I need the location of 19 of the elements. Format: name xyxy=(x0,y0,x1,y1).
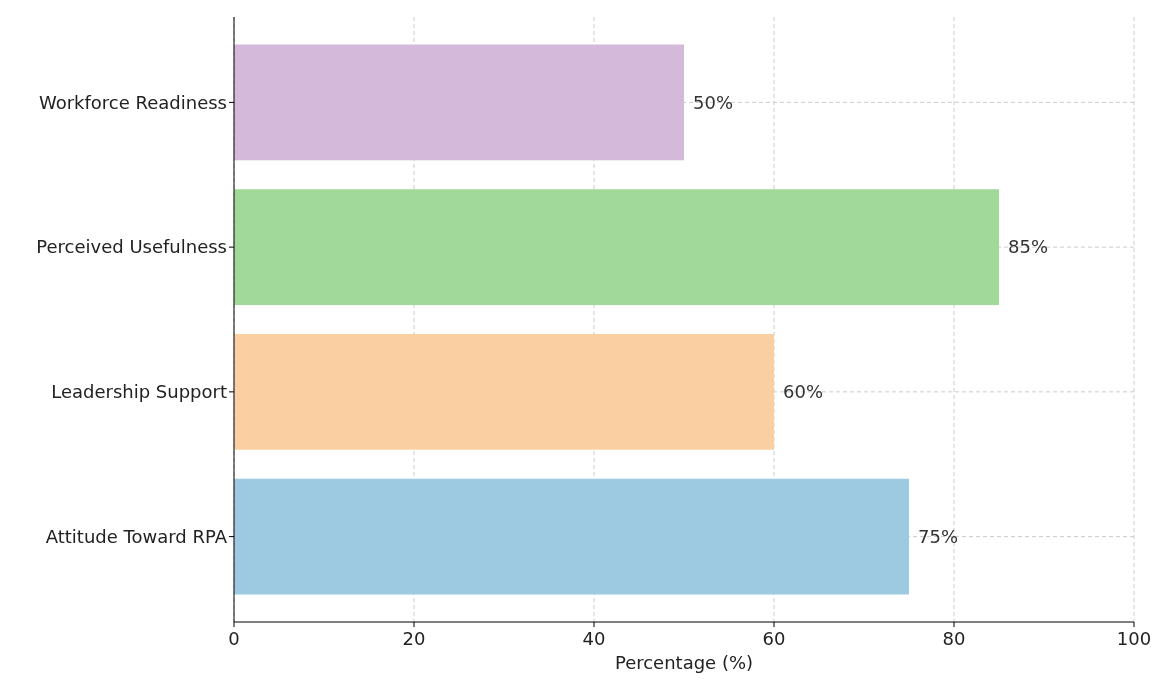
bar xyxy=(234,44,684,161)
x-tick-label: 80 xyxy=(942,628,966,649)
data-label: 50% xyxy=(693,91,734,113)
bar xyxy=(234,333,774,450)
x-tick-label: 100 xyxy=(1116,628,1152,649)
x-tick-label: 0 xyxy=(228,628,240,649)
x-tick-label: 60 xyxy=(762,628,786,649)
bar xyxy=(234,478,909,595)
y-tick-label: Perceived Usefulness xyxy=(36,236,227,258)
x-tick-label: 40 xyxy=(582,628,606,649)
y-tick-label: Workforce Readiness xyxy=(38,91,227,113)
y-tick-label: Leadership Support xyxy=(51,381,227,403)
bar xyxy=(234,189,999,306)
y-tick-label: Attitude Toward RPA xyxy=(45,525,228,547)
data-label: 85% xyxy=(1008,236,1049,258)
x-axis-title: Percentage (%) xyxy=(614,652,754,673)
data-label: 75% xyxy=(918,525,959,547)
x-tick-label: 20 xyxy=(402,628,426,649)
data-label: 60% xyxy=(783,381,824,403)
